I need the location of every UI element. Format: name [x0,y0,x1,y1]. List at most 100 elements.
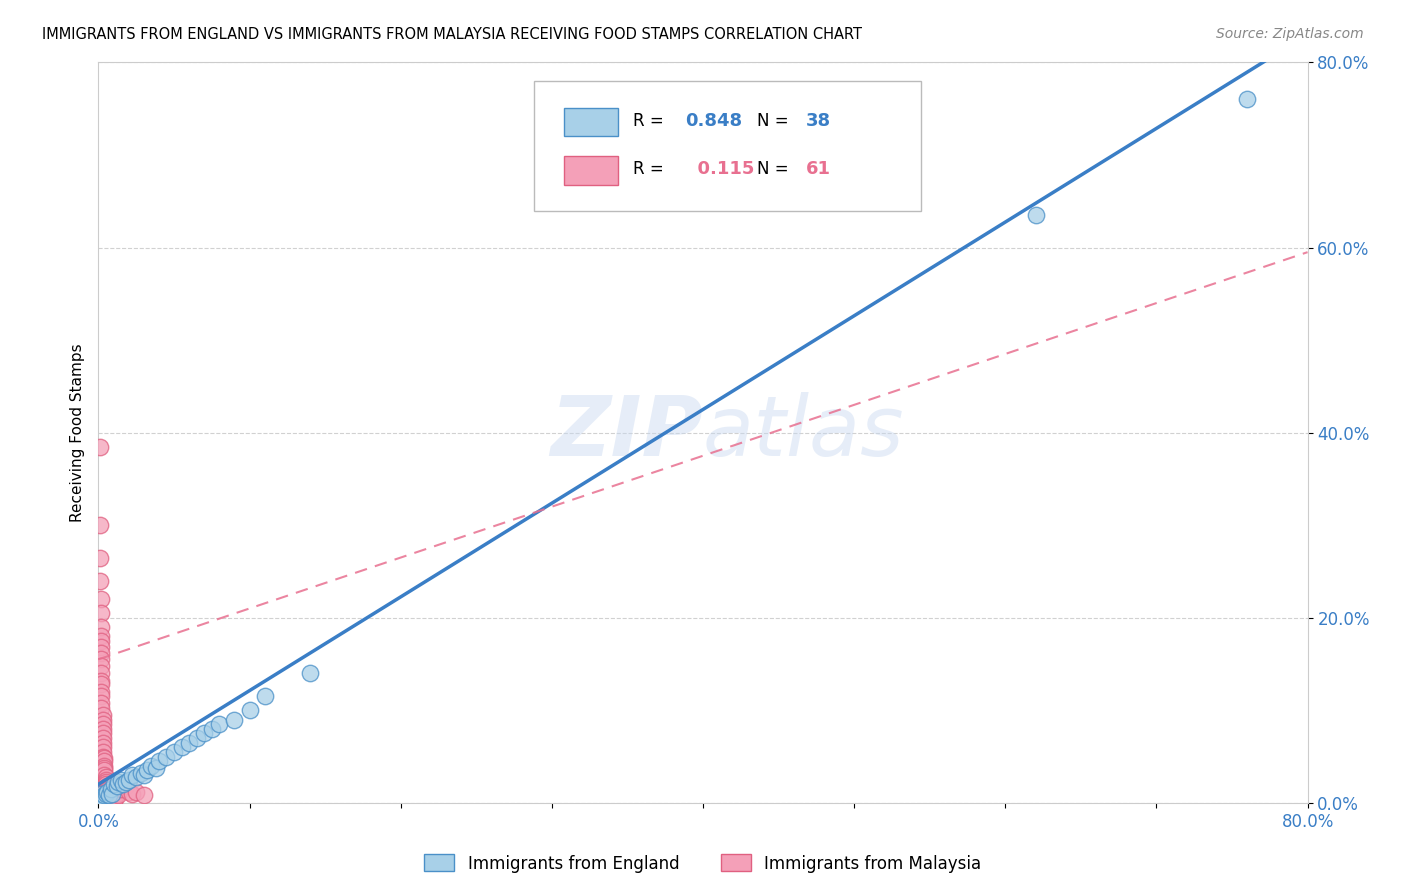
Point [100,781,122,796]
Point [114,779,136,793]
Point [90,701,112,715]
Text: IMMIGRANTS FROM ENGLAND VS IMMIGRANTS FROM MALAYSIA RECEIVING FOOD STAMPS CORREL: IMMIGRANTS FROM ENGLAND VS IMMIGRANTS FR… [42,27,862,42]
Point [96,782,118,797]
Point [93,751,115,765]
Text: R =: R = [633,112,664,130]
Point [224,713,246,727]
Point [148,754,170,768]
FancyBboxPatch shape [564,156,619,185]
Point [93,768,115,782]
Point [96,779,118,793]
Point [170,740,193,755]
Point [253,690,276,704]
Point [129,766,152,780]
Point [91,717,114,731]
Point [107,789,129,803]
Point [91,745,114,759]
Point [107,775,129,789]
Y-axis label: Receiving Food Stamps: Receiving Food Stamps [69,343,84,522]
Point [93,758,115,772]
Point [91,731,114,745]
Point [105,787,128,801]
Point [105,779,128,793]
Point [135,764,157,778]
Point [90,633,112,648]
Text: N =: N = [758,160,789,178]
Point [132,789,155,803]
Point [98,789,121,803]
Point [94,775,117,789]
Point [89,440,111,454]
Point [91,736,114,750]
Point [101,787,124,801]
Point [208,717,231,731]
Point [103,794,125,808]
Point [110,772,132,787]
Legend: Immigrants from England, Immigrants from Malaysia: Immigrants from England, Immigrants from… [418,847,988,880]
Point [90,658,112,673]
Point [193,726,215,740]
Point [103,794,125,808]
Point [125,770,148,784]
Point [94,772,117,787]
Point [125,785,148,799]
Point [121,768,143,782]
Point [118,772,141,787]
Point [104,785,127,799]
Text: 0.848: 0.848 [685,112,742,130]
Point [91,707,114,722]
Point [90,620,112,634]
Point [90,646,112,660]
Text: Source: ZipAtlas.com: Source: ZipAtlas.com [1216,27,1364,41]
Text: 38: 38 [806,112,831,130]
Point [155,749,177,764]
Point [90,629,112,643]
Point [101,793,124,807]
Point [163,745,186,759]
Point [132,768,155,782]
Point [186,731,208,745]
Point [91,791,114,805]
Point [90,690,112,704]
Point [299,666,322,681]
Point [98,790,121,805]
Point [239,703,262,717]
Point [111,777,134,791]
FancyBboxPatch shape [534,81,921,211]
Point [145,761,167,775]
Point [91,713,114,727]
Point [91,722,114,736]
Point [114,775,136,789]
Point [121,787,143,801]
Point [89,550,111,565]
Point [141,758,163,772]
Point [93,789,115,803]
Point [100,792,122,806]
Point [103,777,125,791]
Point [90,606,112,620]
Point [100,791,122,805]
Point [93,754,115,768]
Point [89,574,111,588]
Point [90,696,112,710]
Point [94,787,117,801]
Point [96,785,118,799]
Point [90,592,112,607]
Point [179,736,201,750]
Text: ZIP: ZIP [550,392,703,473]
Point [118,785,141,799]
Point [90,791,112,805]
Text: atlas: atlas [703,392,904,473]
Point [94,770,117,784]
Point [98,789,121,803]
Point [91,749,114,764]
Point [90,666,112,681]
Point [96,780,118,795]
Point [93,761,115,775]
Point [201,722,224,736]
Point [90,685,112,699]
Point [90,640,112,655]
Point [96,785,118,799]
Point [91,740,114,755]
Point [1024,208,1046,222]
